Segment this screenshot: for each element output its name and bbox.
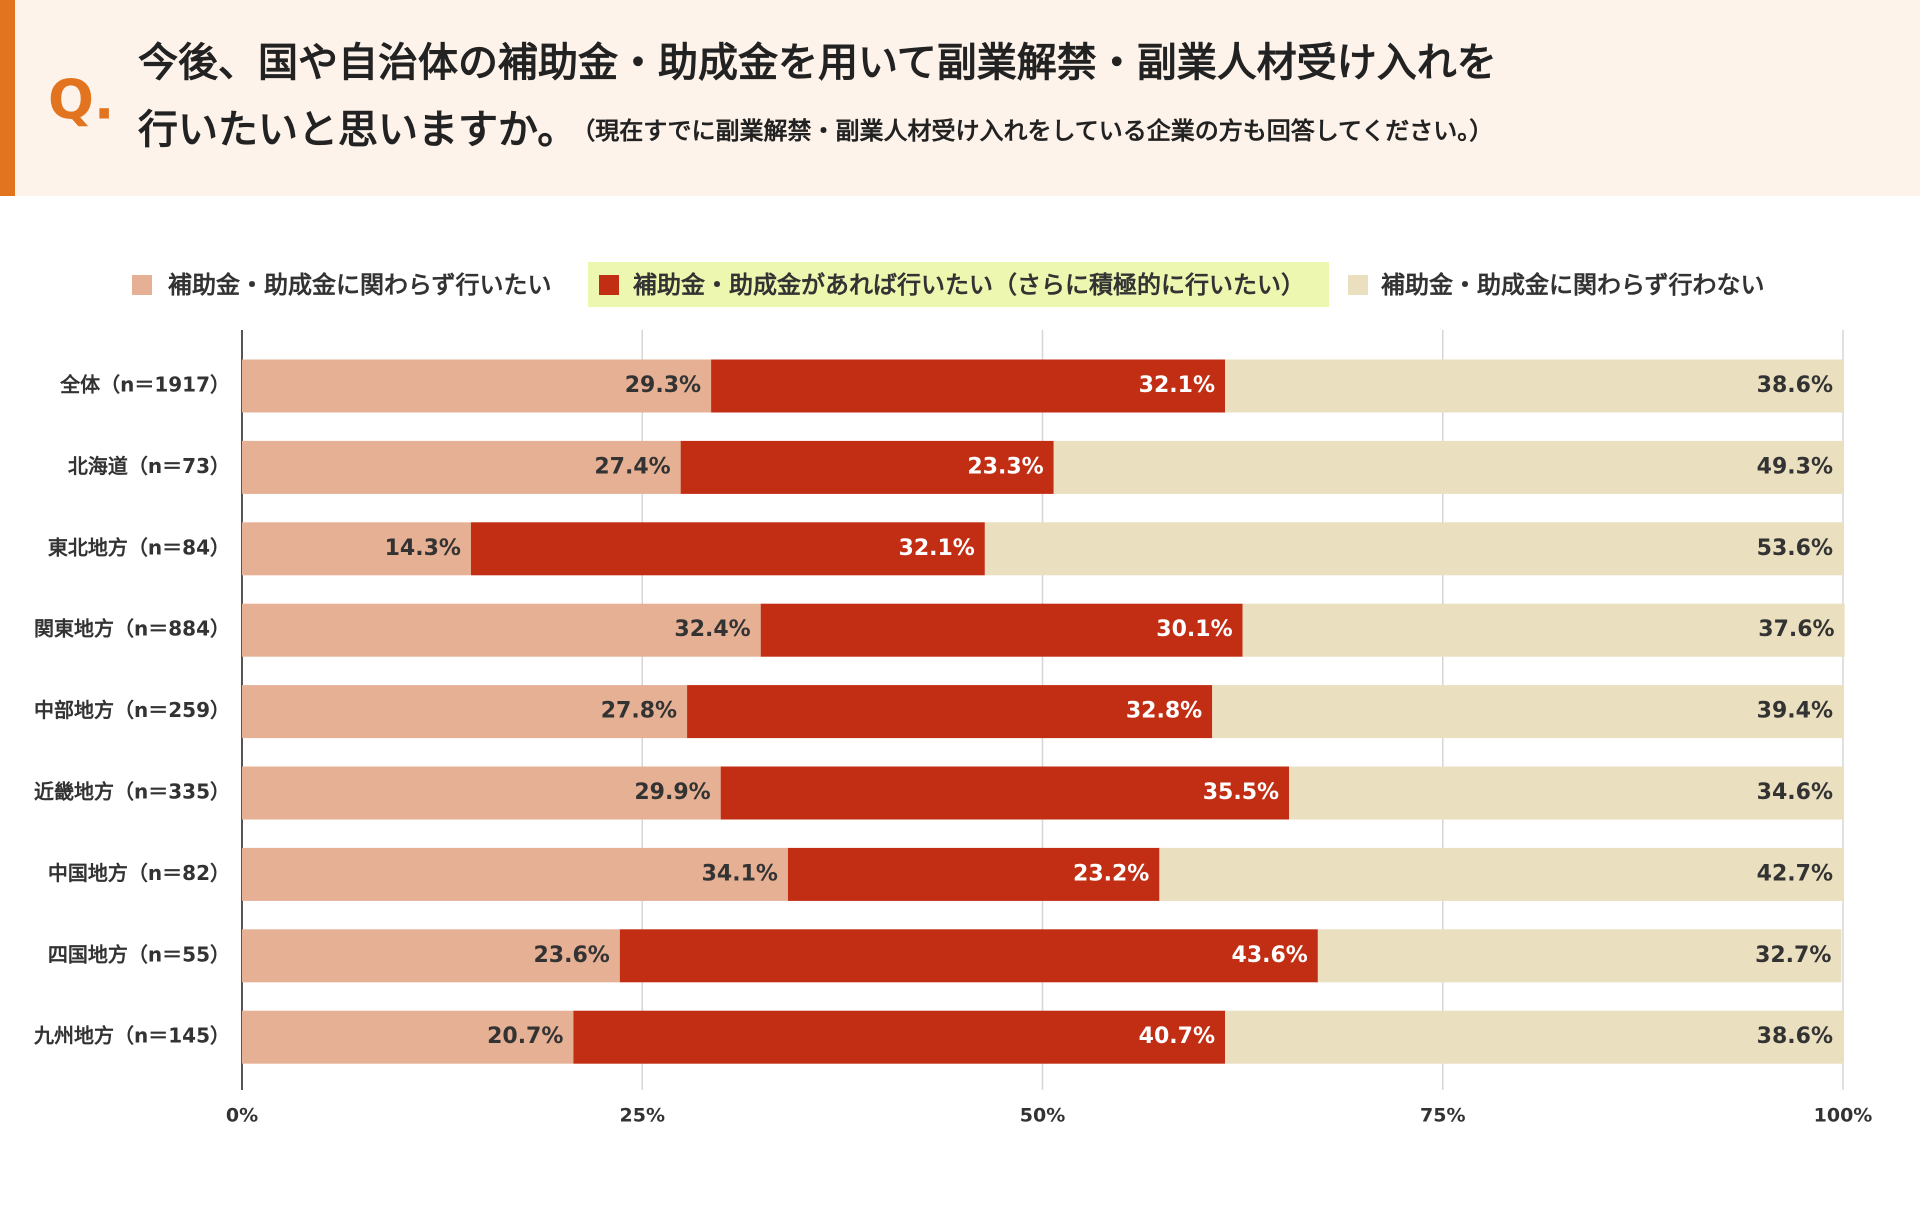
- value-label: 40.7%: [1139, 1024, 1215, 1049]
- chart-subtitle: （現在すでに副業解禁・副業人材受け入れをしている企業の方も回答してください。）: [583, 117, 1493, 145]
- value-label: 29.9%: [634, 780, 710, 805]
- value-label: 32.4%: [674, 617, 750, 642]
- bar-segment: [984, 522, 1843, 576]
- value-label: 35.5%: [1203, 780, 1279, 805]
- x-tick-label: 0%: [226, 1105, 258, 1127]
- bar-segment: [711, 359, 1226, 413]
- value-label: 27.8%: [601, 699, 677, 724]
- y-tick-label: 中国地方（n＝82）: [48, 861, 230, 885]
- y-tick-label: 東北地方（n＝84）: [48, 535, 230, 559]
- value-label: 32.8%: [1126, 699, 1202, 724]
- value-label: 32.1%: [899, 536, 975, 561]
- legend-label: 補助金・助成金に関わらず行わない: [1380, 271, 1765, 299]
- bar-segment: [242, 685, 688, 739]
- bar-segment: [1317, 929, 1842, 983]
- bar-segment: [687, 685, 1213, 739]
- y-tick-label: 九州地方（n＝145）: [33, 1024, 230, 1048]
- bar-segment: [573, 1010, 1226, 1064]
- value-label: 23.3%: [967, 454, 1043, 479]
- bar-segment: [787, 847, 1160, 901]
- value-label: 38.6%: [1757, 1024, 1833, 1049]
- value-label: 53.6%: [1757, 536, 1833, 561]
- value-label: 29.3%: [625, 373, 701, 398]
- legend-swatch: [599, 275, 619, 295]
- bar-segment: [470, 522, 985, 576]
- bar-segment: [760, 603, 1243, 657]
- value-label: 32.1%: [1139, 373, 1215, 398]
- legend-highlight: [588, 262, 1329, 307]
- x-tick-label: 75%: [1420, 1105, 1465, 1127]
- value-label: 34.1%: [702, 861, 778, 886]
- legend-swatch: [132, 275, 152, 295]
- value-label: 34.6%: [1757, 780, 1833, 805]
- bar-segment: [242, 847, 788, 901]
- bar-segment: [1159, 847, 1843, 901]
- bar-segment: [619, 929, 1318, 983]
- value-label: 42.7%: [1757, 861, 1833, 886]
- value-label: 27.4%: [594, 454, 670, 479]
- y-tick-label: 全体（n＝1917）: [59, 373, 230, 397]
- y-tick-label: 近畿地方（n＝335）: [34, 780, 230, 804]
- bar-segment: [242, 359, 712, 413]
- x-tick-label: 25%: [620, 1105, 665, 1127]
- chart-title: 今後、国や自治体の補助金・助成金を用いて副業解禁・副業人材受け入れを: [138, 40, 1497, 86]
- chart-title-line: 行いたいと思いますか。: [138, 107, 577, 153]
- bar-segment: [1225, 1010, 1843, 1064]
- value-label: 30.1%: [1156, 617, 1232, 642]
- bar-segment: [242, 929, 620, 983]
- value-label: 20.7%: [487, 1024, 563, 1049]
- bar-segment: [242, 522, 471, 576]
- legend-swatch: [1348, 275, 1368, 295]
- y-tick-label: 北海道（n＝73）: [68, 454, 230, 478]
- bar-segment: [242, 440, 681, 494]
- bar-segment: [1053, 440, 1843, 494]
- x-tick-label: 50%: [1020, 1105, 1065, 1127]
- bar-segment: [242, 766, 721, 820]
- chart-title: 行いたいと思いますか。 （現在すでに副業解禁・副業人材受け入れをしている企業の方も…: [138, 107, 1493, 153]
- x-tick-label: 100%: [1814, 1105, 1873, 1127]
- value-label: 23.2%: [1073, 861, 1149, 886]
- bar-segment: [720, 766, 1290, 820]
- header-accent: [0, 0, 15, 196]
- y-tick-label: 関東地方（n＝884）: [34, 617, 230, 641]
- bar-segment: [242, 603, 761, 657]
- question-marker: Q.: [48, 69, 114, 132]
- value-label: 14.3%: [385, 536, 461, 561]
- value-label: 38.6%: [1757, 373, 1833, 398]
- value-label: 23.6%: [534, 943, 610, 968]
- y-tick-label: 中部地方（n＝259）: [34, 698, 230, 722]
- bar-segment: [242, 1010, 574, 1064]
- legend-label: 補助金・助成金に関わらず行いたい: [167, 271, 552, 299]
- bar-segment: [1212, 685, 1843, 739]
- value-label: 32.7%: [1755, 943, 1831, 968]
- value-label: 39.4%: [1757, 699, 1833, 724]
- y-tick-label: 四国地方（n＝55）: [48, 942, 230, 966]
- value-label: 49.3%: [1757, 454, 1833, 479]
- bar-segment: [1242, 603, 1845, 657]
- bar-segment: [1289, 766, 1843, 820]
- value-label: 37.6%: [1758, 617, 1834, 642]
- bar-segment: [1225, 359, 1843, 413]
- header-background: [0, 0, 1920, 196]
- value-label: 43.6%: [1232, 943, 1308, 968]
- bar-segment: [680, 440, 1054, 494]
- legend-label: 補助金・助成金があれば行いたい（さらに積極的に行いたい）: [632, 271, 1305, 299]
